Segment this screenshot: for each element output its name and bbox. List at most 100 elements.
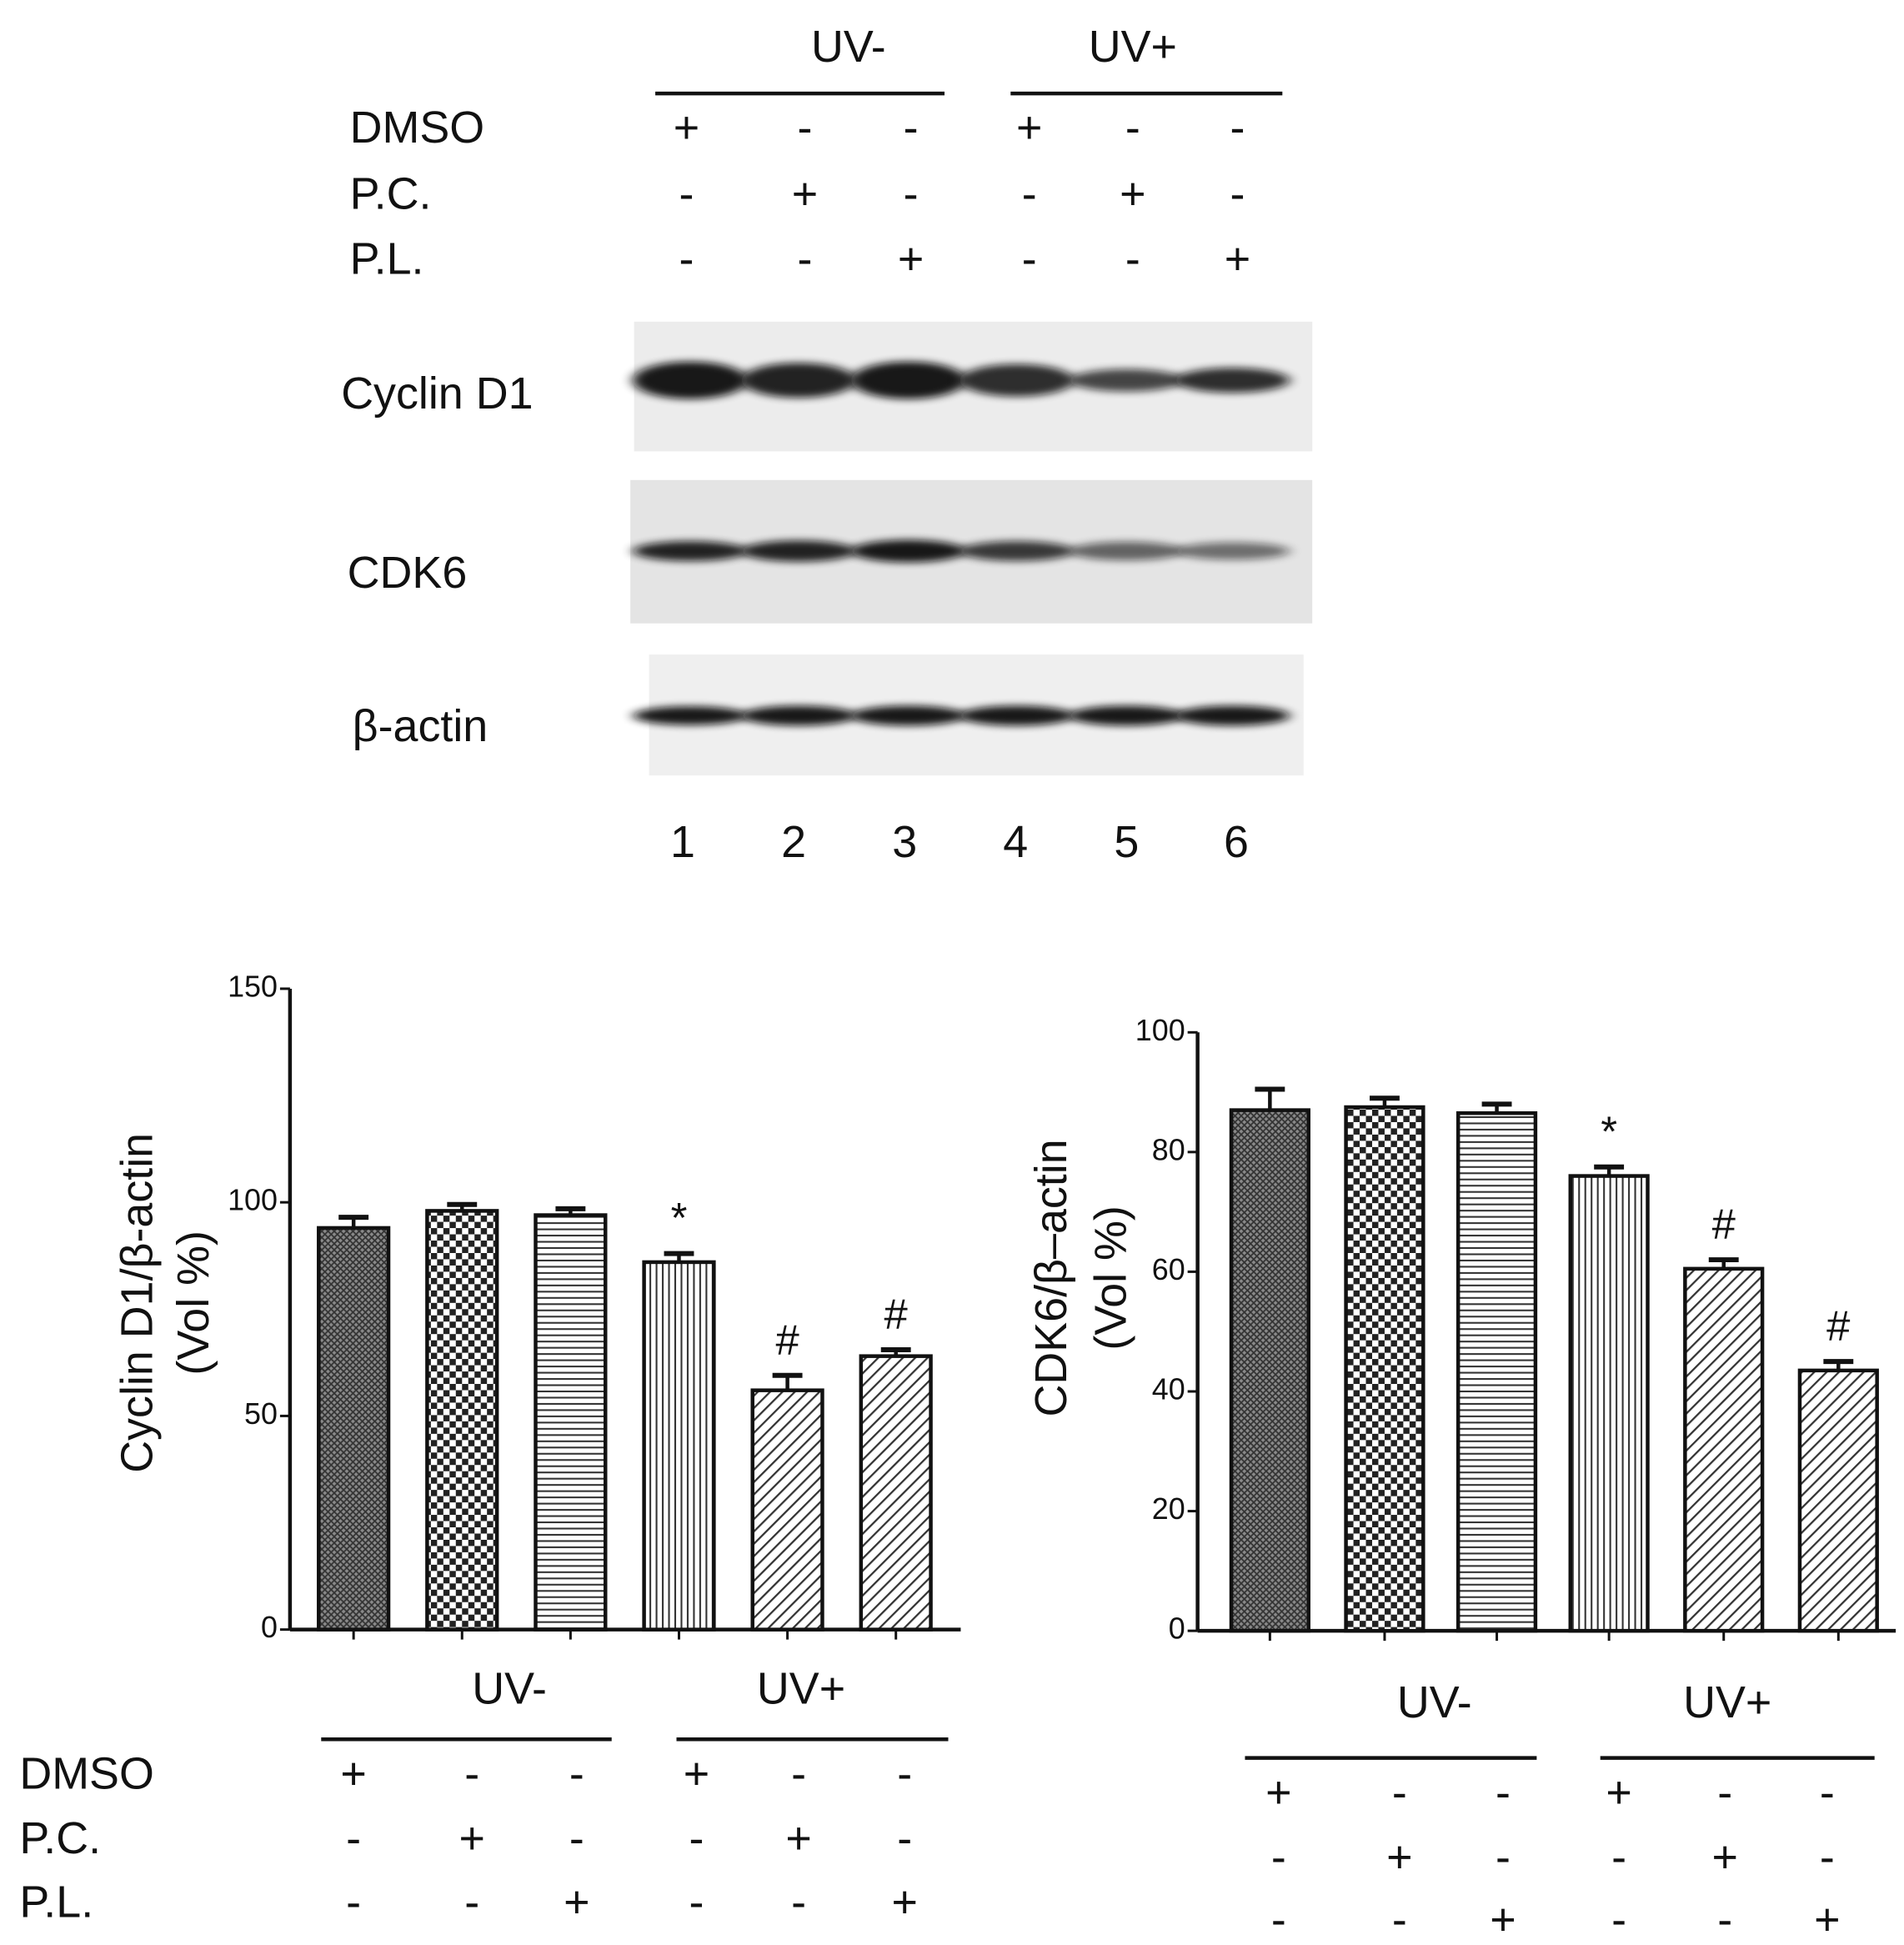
- sign: -: [1125, 103, 1140, 153]
- sign: +: [674, 103, 699, 153]
- blot-band: [850, 361, 966, 399]
- bar: [642, 1260, 716, 1632]
- blot-band: [959, 363, 1075, 397]
- sign: +: [1490, 1894, 1516, 1944]
- blot-band: [741, 705, 856, 726]
- sign: +: [1711, 1832, 1737, 1882]
- sign: +: [891, 1877, 917, 1927]
- y-axis-label: CDK6/β–actin: [1026, 1139, 1076, 1416]
- group-label: UV-: [472, 1664, 547, 1714]
- sign: -: [464, 1748, 479, 1798]
- sign: -: [904, 169, 919, 219]
- sign: -: [1392, 1894, 1407, 1944]
- row-label: DMSO: [19, 1748, 154, 1798]
- lane-number: 4: [1003, 817, 1028, 867]
- lane-number: 3: [892, 817, 917, 867]
- row-label: P.L.: [350, 233, 424, 283]
- y-tick-label: 100: [228, 1184, 278, 1217]
- y-tick-label: 150: [228, 970, 278, 1003]
- sign: -: [1496, 1832, 1511, 1882]
- row-label: DMSO: [350, 103, 485, 153]
- sign: -: [791, 1877, 806, 1927]
- sign: -: [1820, 1767, 1835, 1817]
- sign: -: [679, 233, 694, 283]
- row-label: P.L.: [19, 1877, 93, 1927]
- y-tick-label: 0: [261, 1611, 278, 1644]
- sign: -: [1230, 103, 1245, 153]
- group-label: UV+: [1089, 22, 1177, 72]
- y-tick-label: 80: [1152, 1133, 1185, 1166]
- significance-mark: #: [775, 1316, 799, 1363]
- sign: -: [689, 1813, 704, 1863]
- blot-band: [1069, 541, 1185, 561]
- bar: [1568, 1174, 1650, 1633]
- sign: +: [459, 1813, 485, 1863]
- blot-band: [633, 706, 748, 725]
- blot-band: [850, 705, 966, 726]
- sign: +: [1814, 1894, 1840, 1944]
- row-label: P.C.: [350, 169, 432, 219]
- bar: [534, 1213, 608, 1632]
- band-label: Cyclin D1: [341, 368, 533, 419]
- significance-mark: *: [1601, 1107, 1617, 1155]
- bar: [1344, 1105, 1425, 1633]
- blot-band: [959, 705, 1075, 726]
- sign: -: [1271, 1894, 1286, 1944]
- sign: -: [798, 103, 813, 153]
- blot-band: [1175, 542, 1290, 560]
- bar: [317, 1226, 391, 1632]
- sign: -: [1230, 169, 1245, 219]
- sign: +: [1265, 1767, 1291, 1817]
- row-label: P.C.: [19, 1813, 101, 1863]
- sign: -: [1820, 1832, 1835, 1882]
- group-label: UV+: [757, 1664, 845, 1714]
- sign: -: [1611, 1894, 1626, 1944]
- sign: -: [464, 1877, 479, 1927]
- sign: -: [798, 233, 813, 283]
- sign: -: [1717, 1767, 1732, 1817]
- sign: -: [689, 1877, 704, 1927]
- blot-band: [1069, 368, 1185, 392]
- sign: -: [679, 169, 694, 219]
- y-axis-label: (Vol %): [168, 1231, 218, 1376]
- sign: -: [1125, 233, 1140, 283]
- sign: +: [1386, 1832, 1412, 1882]
- blot-band: [741, 363, 856, 399]
- significance-mark: #: [1826, 1302, 1851, 1350]
- sign: -: [897, 1813, 912, 1863]
- sign: -: [897, 1748, 912, 1798]
- blot-band: [850, 539, 966, 563]
- sign: -: [1496, 1767, 1511, 1817]
- sign: +: [1120, 169, 1145, 219]
- y-axis-label: Cyclin D1/β-actin: [113, 1133, 163, 1473]
- sign: +: [684, 1748, 709, 1798]
- group-label: UV-: [1397, 1677, 1472, 1727]
- y-tick-label: 40: [1152, 1372, 1185, 1406]
- sign: -: [569, 1813, 584, 1863]
- significance-mark: #: [1712, 1201, 1736, 1248]
- significance-mark: #: [884, 1291, 909, 1338]
- sign: -: [791, 1748, 806, 1798]
- significance-mark: *: [671, 1194, 688, 1241]
- blot-band: [633, 541, 748, 561]
- band-label: β-actin: [353, 701, 489, 751]
- sign: +: [1016, 103, 1042, 153]
- lane-number: 6: [1224, 817, 1249, 867]
- sign: -: [1022, 169, 1037, 219]
- sign: +: [340, 1748, 366, 1798]
- blot-band: [633, 361, 748, 399]
- blot-band: [1069, 705, 1185, 726]
- blot-band: [741, 540, 856, 562]
- sign: +: [785, 1813, 811, 1863]
- sign: +: [792, 169, 818, 219]
- sign: -: [1611, 1832, 1626, 1882]
- sign: +: [564, 1877, 589, 1927]
- blot-band: [959, 541, 1075, 561]
- group-label: UV-: [811, 22, 886, 72]
- sign: +: [1606, 1767, 1631, 1817]
- bar: [750, 1388, 824, 1632]
- blot-band: [1175, 705, 1290, 726]
- bar: [1456, 1110, 1538, 1633]
- sign: -: [1022, 233, 1037, 283]
